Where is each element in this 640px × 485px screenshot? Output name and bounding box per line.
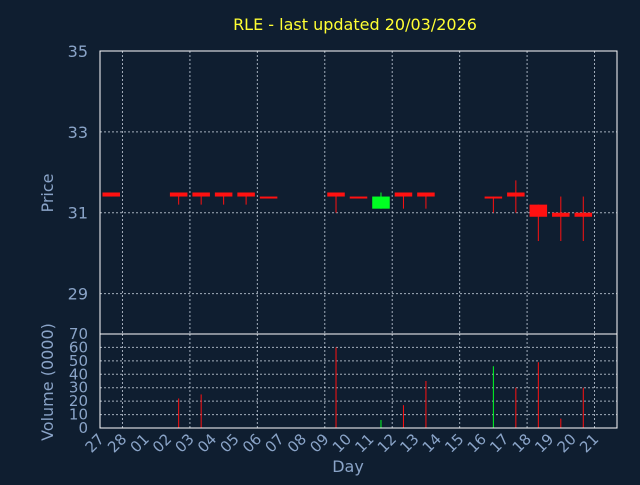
volume-tick-label: 30 xyxy=(69,379,88,397)
candlestick-series xyxy=(102,180,593,242)
candle-body xyxy=(237,192,255,197)
candle-body xyxy=(552,212,570,217)
candle-body xyxy=(259,196,278,199)
candle-body xyxy=(169,192,188,197)
candle-body xyxy=(192,192,210,197)
chart-title: RLE - last updated 20/03/2026 xyxy=(233,15,477,34)
volume-tick-label: 20 xyxy=(69,392,88,410)
candle-body xyxy=(394,192,413,197)
candle-body xyxy=(214,192,233,197)
day-tick-label: 21 xyxy=(576,430,602,456)
volume-tick-label: 0 xyxy=(78,419,88,437)
candle-body xyxy=(349,196,368,199)
candle-body xyxy=(417,192,435,197)
candle-body xyxy=(574,212,593,217)
volume-tick-label: 10 xyxy=(69,406,88,424)
price-tick-labels: 35 33 31 29 xyxy=(68,42,88,304)
volume-bar-series xyxy=(178,347,584,428)
volume-grid xyxy=(100,333,617,429)
candle-body xyxy=(507,192,525,197)
volume-tick-label: 50 xyxy=(69,352,88,370)
candle-body xyxy=(484,196,503,199)
candle-body xyxy=(102,192,121,197)
volume-axis-label: Volume (0000) xyxy=(38,323,57,441)
candle-body xyxy=(372,196,390,209)
price-axis-label: Price xyxy=(38,173,57,212)
candle-body xyxy=(529,204,548,217)
price-tick-label: 29 xyxy=(68,285,88,304)
price-tick-label: 35 xyxy=(68,42,88,61)
price-tick-label: 31 xyxy=(68,204,88,223)
volume-tick-label: 60 xyxy=(69,338,88,356)
volume-tick-label: 40 xyxy=(69,365,88,383)
day-axis-label: Day xyxy=(332,457,364,476)
price-tick-label: 33 xyxy=(68,123,88,142)
price-grid xyxy=(100,50,617,334)
candle-body xyxy=(327,192,345,197)
volume-tick-label: 70 xyxy=(69,325,88,343)
volume-plot-frame xyxy=(99,333,618,429)
day-tick-labels: 2728010203040506070809101112131415161718… xyxy=(82,430,603,456)
